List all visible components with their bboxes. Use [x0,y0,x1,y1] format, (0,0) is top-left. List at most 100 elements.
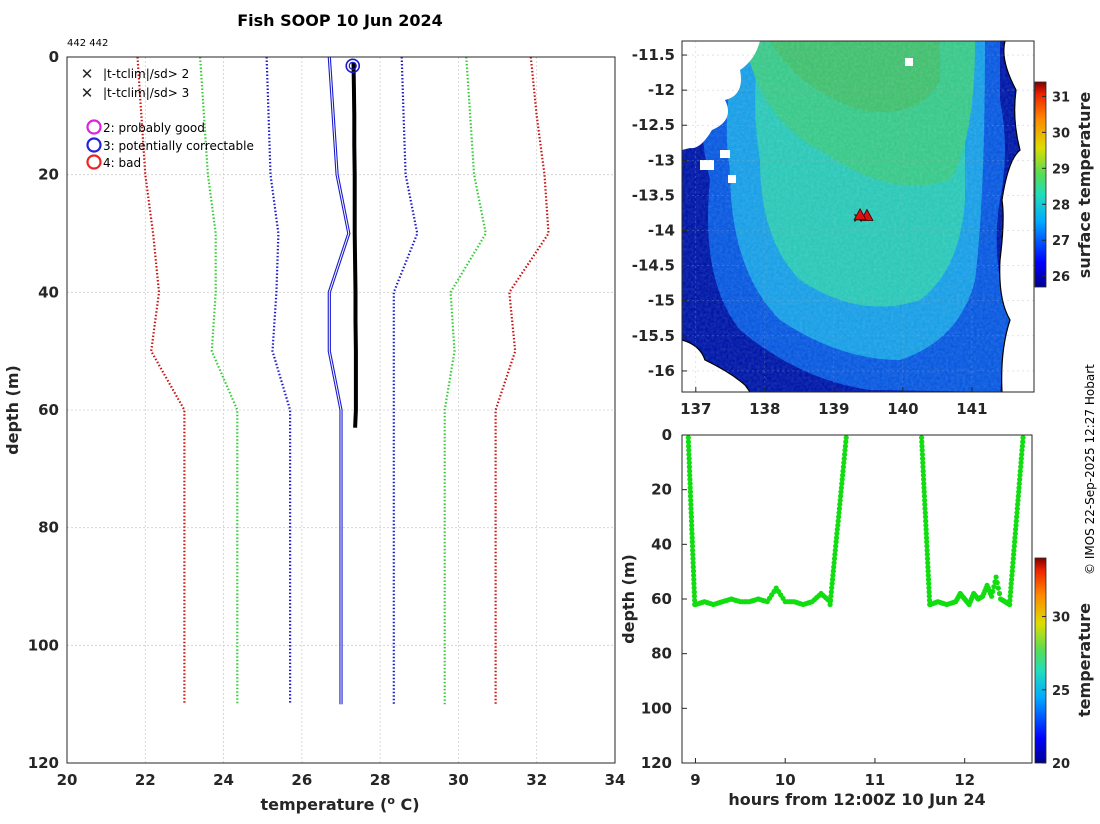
legend-x-red-marker: ✕ [81,84,94,102]
measurement-point [843,439,849,445]
climatology-dotted-line [494,56,550,705]
measurement-point [691,585,697,591]
depth-time-points [685,435,1026,608]
measurement-point [1011,551,1017,558]
map-axes-box [681,40,1035,393]
measurement-point [687,468,693,474]
map-y-tick-label: -12 [648,81,675,99]
measurement-point [692,597,698,603]
measurement-point [838,485,845,491]
measurement-point [841,456,847,462]
measurement-point [689,522,695,528]
measurement-point [924,543,930,549]
measurement-point [1014,514,1020,520]
land-east-coast [999,41,1034,392]
profile-panel: 20 22 24 26 28 30 32 34 0 20 40 60 80 100 120 temperat… [3,48,625,814]
measurement-point [686,456,692,462]
sst-colorbar-tick-label: 31 [1052,90,1070,105]
climatology-dotted-line [265,56,292,705]
profile-ylabel: depth (m) [3,365,22,455]
measurement-point [834,526,840,533]
dt-y-tick-label: 20 [651,481,672,499]
measurement-point [686,464,693,470]
measurement-point [691,576,697,583]
measurement-point [687,472,693,478]
measurement-point [686,451,692,457]
profile-xlabel: temperature (o C) [260,794,419,814]
measurement-point [842,443,849,449]
measurement-point [1017,476,1023,482]
x-tick-label: 32 [526,771,547,789]
measurement-point [989,593,995,599]
measurement-point [832,551,838,558]
measurement-point [685,439,692,445]
map-y-tick-label: -16 [648,362,675,380]
sst-colorbar-tick-label: 27 [1052,234,1070,249]
measurement-point [1010,560,1016,566]
measurement-point [688,501,694,507]
measurement-point [923,518,929,524]
legend-circle-red-marker [86,154,102,170]
temperature-colorbar-tick-label: 30 [1052,611,1070,626]
measurement-point [838,489,844,495]
measurement-point [919,439,925,445]
cloud-patch [700,160,714,170]
y-tick-label: 0 [49,48,59,66]
measurement-point [1009,576,1015,583]
measurement-point [920,472,927,478]
measurement-point [842,451,848,457]
legend-x-green-marker: ✕ [81,65,94,83]
measurement-point [925,564,931,570]
measurement-point [688,497,694,503]
measurement-point [923,526,929,533]
measurement-point [1019,451,1025,457]
dt-y-tick-label: 40 [651,535,672,553]
measurement-point [926,585,932,591]
measurement-point [922,510,928,516]
measurement-point [919,447,925,453]
measurement-point [686,460,692,466]
map-x-tick-label: 138 [749,400,780,418]
measurement-point [831,560,837,566]
dt-x-tick-label: 9 [690,771,700,789]
climatology-dotted-line [136,56,186,705]
x-tick-label: 24 [213,771,234,789]
sst-map-image [682,41,1034,392]
measurement-point [1012,539,1018,545]
measurement-point [829,581,835,587]
measurement-point [830,572,836,578]
measurement-point [995,585,1001,591]
measurement-point [921,493,928,499]
sst-colorbar-tick-label: 28 [1052,198,1070,213]
measurement-point [689,543,696,549]
temperature-colorbar-label: temperature [1075,603,1094,717]
profile-ticks: 20 22 24 26 28 30 32 34 0 20 40 60 80 100 120 [28,48,626,789]
dt-y-tick-label: 60 [651,590,672,608]
climatology-mean-inner-line [328,56,350,705]
measurement-point [829,576,836,583]
y-tick-label: 40 [38,283,59,301]
measurement-point [835,522,841,528]
measurement-point [919,435,925,441]
dt-y-tick-label: 100 [641,699,672,717]
y-tick-label: 80 [38,519,59,537]
measurement-point [688,518,695,524]
measurement-point [922,506,928,512]
measurement-point [1018,456,1024,462]
measurement-point [993,574,999,580]
measurement-point [1017,468,1023,474]
measurement-point [685,435,691,441]
temperature-colorbar-tick-label: 25 [1052,684,1070,699]
sst-colorbar-tick-label: 29 [1052,162,1070,177]
measurement-point [922,501,928,507]
measurement-point [687,485,693,491]
measurement-point [830,568,836,574]
measurement-point [926,589,932,595]
legend-item-label: |t-tclim|/sd> 3 [103,86,189,100]
map-y-tick-label: -14.5 [632,257,675,275]
y-tick-label: 60 [38,401,59,419]
measurement-point [835,518,841,524]
measurement-point [691,589,697,595]
